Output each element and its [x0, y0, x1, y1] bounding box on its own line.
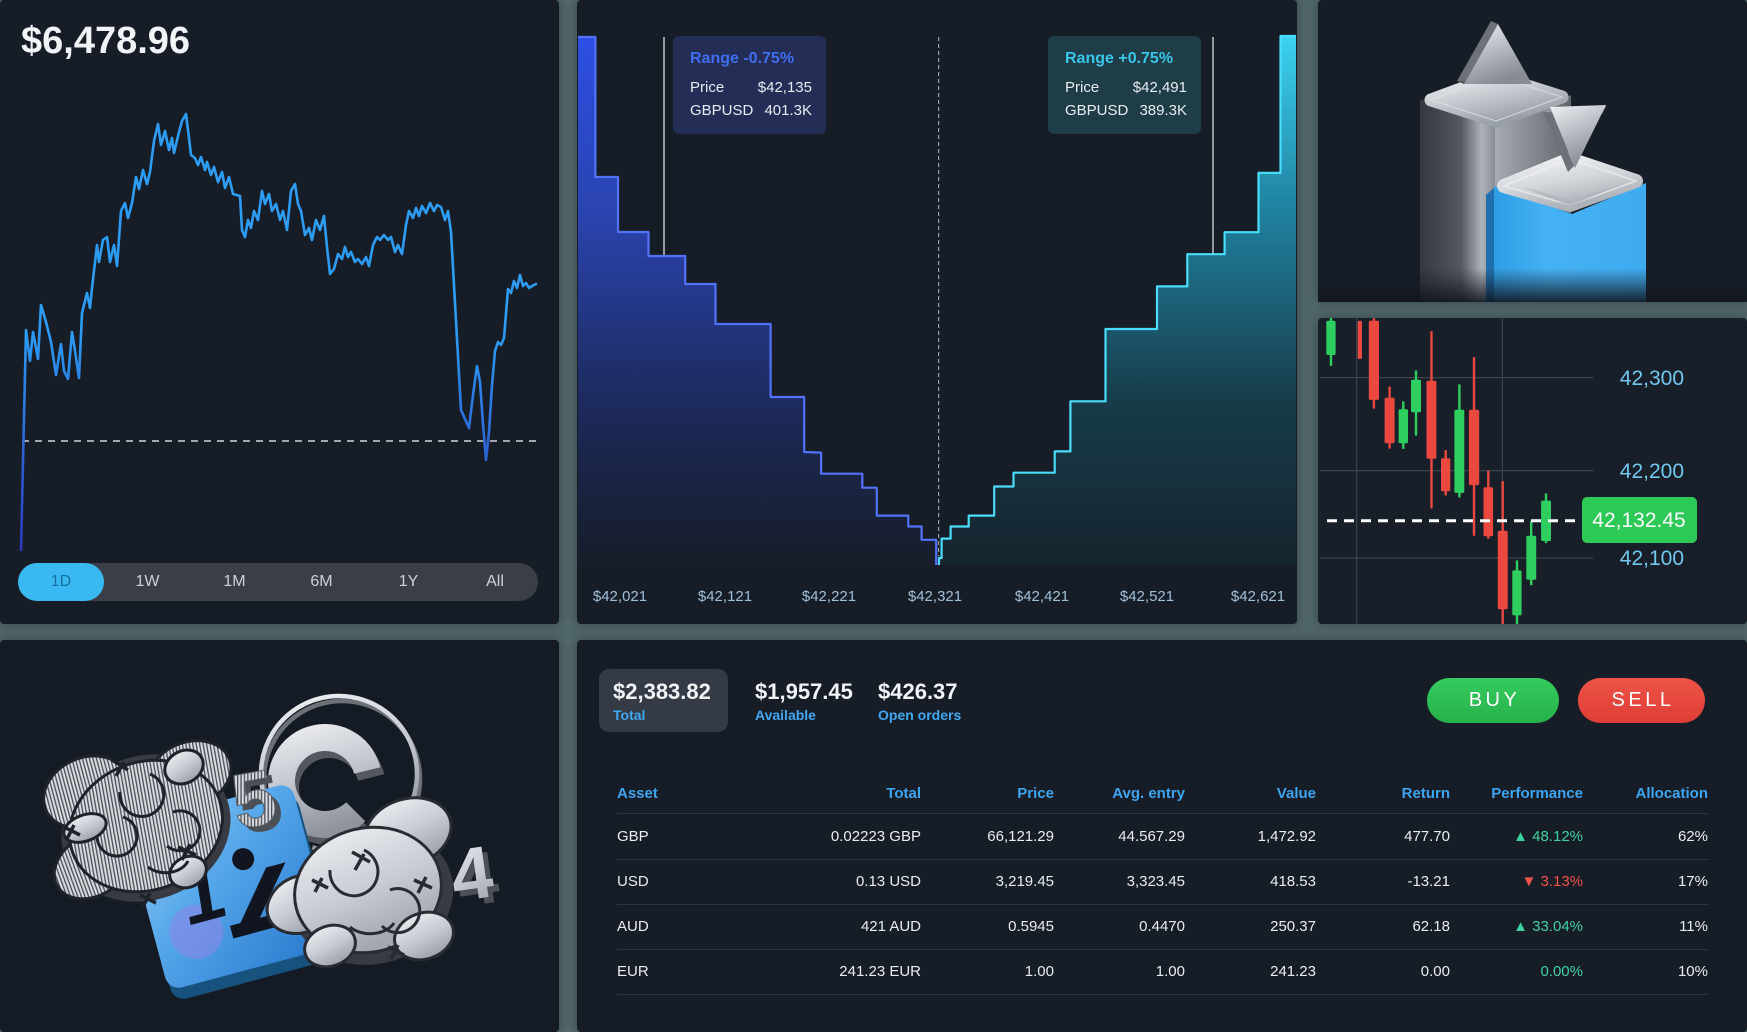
svg-text:$42,021: $42,021: [593, 588, 647, 605]
svg-text:42,132.45: 42,132.45: [1592, 509, 1685, 532]
svg-text:$42,621: $42,621: [1231, 588, 1285, 605]
svg-text:42,300: 42,300: [1620, 367, 1684, 390]
svg-text:$42,121: $42,121: [698, 588, 752, 605]
svg-text:$42,221: $42,221: [802, 588, 856, 605]
svg-text:$42,321: $42,321: [908, 588, 962, 605]
svg-text:42,200: 42,200: [1620, 460, 1684, 483]
svg-text:42,100: 42,100: [1620, 547, 1684, 570]
svg-text:$42,421: $42,421: [1015, 588, 1069, 605]
svg-text:$42,521: $42,521: [1120, 588, 1174, 605]
